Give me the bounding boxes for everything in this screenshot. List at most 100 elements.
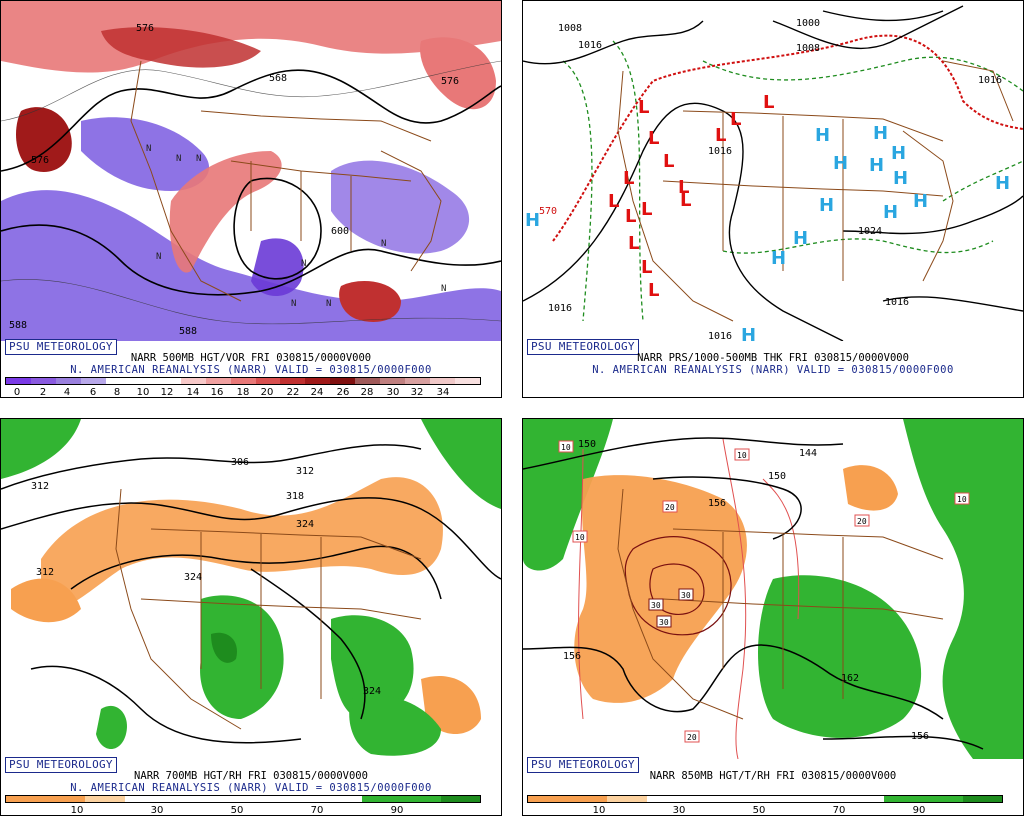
- high-pressure-symbol: H: [995, 173, 1010, 194]
- colorbar-swatch: [280, 378, 306, 384]
- colorbar-swatch: [322, 796, 362, 802]
- isobar-label: 1016: [548, 303, 572, 314]
- isobar-label: 1016: [885, 297, 909, 308]
- t850-map-svg: 150 156 150 144 156 162 156 10 10 10 20 …: [523, 419, 1023, 759]
- colorbar-tick-label: 10: [70, 805, 84, 816]
- high-pressure-symbol: H: [771, 248, 786, 269]
- colorbar-swatch: [883, 796, 923, 802]
- panel-subtitle: N. AMERICAN REANALYSIS (NARR) VALID = 03…: [592, 364, 954, 376]
- temp-label: 20: [662, 500, 678, 513]
- colorbar-tick-label: 16: [210, 387, 224, 398]
- colorbar-tick-label: 14: [186, 387, 200, 398]
- svg-text:30: 30: [651, 601, 661, 610]
- t850-map: 150 156 150 144 156 162 156 10 10 10 20 …: [523, 419, 1023, 759]
- contour-label: 312: [296, 466, 314, 477]
- colorbar-swatch: [330, 378, 356, 384]
- isobar-label: 1000: [796, 18, 820, 29]
- svg-text:30: 30: [659, 618, 669, 627]
- low-pressure-symbol: L: [641, 257, 652, 278]
- colorbar-swatch: [401, 796, 441, 802]
- colorbar-swatch: [305, 378, 331, 384]
- colorbar-tick-label: 0: [13, 387, 21, 398]
- colorbar-ticks: 10 30 50 70 90: [5, 805, 481, 816]
- high-pressure-symbol: H: [913, 191, 928, 212]
- svg-text:10: 10: [957, 495, 967, 504]
- symbol-n: N: [291, 299, 296, 309]
- colorbar-tick-label: 22: [286, 387, 300, 398]
- low-pressure-symbol: L: [663, 151, 674, 172]
- high-pressure-symbol: H: [833, 153, 848, 174]
- low-pressure-symbol: L: [608, 191, 619, 212]
- colorbar-swatch: [430, 378, 456, 384]
- height-label: 156: [708, 498, 726, 509]
- colorbar-ticks: 10 30 50 70 90: [527, 805, 1003, 816]
- colorbar-swatch: [405, 378, 431, 384]
- temp-label: 10: [954, 492, 970, 505]
- isobar-label: 1008: [558, 23, 582, 34]
- svg-text:10: 10: [737, 451, 747, 460]
- panel-title: NARR 700MB HGT/RH FRI 030815/0000V000: [134, 770, 368, 782]
- colorbar-swatch: [155, 378, 181, 384]
- colorbar-swatch: [164, 796, 204, 802]
- colorbar-tick-label: 20: [260, 387, 274, 398]
- contour-label: 600: [331, 226, 349, 237]
- svg-text:30: 30: [681, 591, 691, 600]
- panel-subtitle: N. AMERICAN REANALYSIS (NARR) VALID = 03…: [70, 782, 432, 794]
- contour-label: 312: [36, 567, 54, 578]
- colorbar-swatch: [923, 796, 963, 802]
- temp-label: 30: [648, 598, 664, 611]
- colorbar-swatch: [45, 796, 85, 802]
- colorbar-tick-label: 30: [672, 805, 686, 816]
- colorbar-swatch: [844, 796, 884, 802]
- colorbar-swatch: [6, 796, 46, 802]
- panel-pressure-thickness: 1008 1016 1000 1008 1016 1016 1024 1016 …: [522, 0, 1024, 398]
- temp-label: 20: [854, 514, 870, 527]
- panel-title: NARR PRS/1000-500MB THK FRI 030815/0000V…: [637, 352, 909, 364]
- high-pressure-symbol: H: [891, 143, 906, 164]
- contour-label: 588: [9, 320, 27, 331]
- high-pressure-symbol: H: [815, 125, 830, 146]
- panel-700mb-rh: 312 306 312 318 312 324 324 324 PSU METE…: [0, 418, 502, 816]
- high-pressure-symbol: H: [873, 123, 888, 144]
- colorbar-swatch: [528, 796, 568, 802]
- colorbar-swatch: [55, 378, 81, 384]
- colorbar-swatch: [646, 796, 686, 802]
- colorbar-swatch: [30, 378, 56, 384]
- symbol-n: N: [196, 154, 201, 164]
- colorbar-tick-label: 70: [310, 805, 324, 816]
- colorbar-swatch: [85, 796, 125, 802]
- colorbar-swatch: [130, 378, 156, 384]
- contour-label: 576: [31, 155, 49, 166]
- colorbar-swatch: [230, 378, 256, 384]
- colorbar-tick-label: 90: [390, 805, 404, 816]
- colorbar-swatch: [355, 378, 381, 384]
- isobar-label: 1024: [858, 226, 882, 237]
- colorbar-swatch: [255, 378, 281, 384]
- symbol-n: N: [301, 259, 306, 269]
- panel-subtitle: N. AMERICAN REANALYSIS (NARR) VALID = 03…: [70, 364, 432, 376]
- panel-500mb-vorticity: 576 568 576 576 600 588 588 N N N N N N …: [0, 0, 502, 398]
- colorbar-tick-label: 10: [592, 805, 606, 816]
- high-pressure-symbol: H: [869, 155, 884, 176]
- height-label: 162: [841, 673, 859, 684]
- colorbar-tick-label: 28: [360, 387, 374, 398]
- colorbar-swatch: [455, 378, 481, 384]
- panel-title: NARR 850MB HGT/T/RH FRI 030815/0000V000: [649, 770, 897, 782]
- temp-label: 30: [678, 588, 694, 601]
- panel-850mb-hgt-t-rh: 150 156 150 144 156 162 156 10 10 10 20 …: [522, 418, 1024, 816]
- colorbar-tick-label: 8: [113, 387, 121, 398]
- pressure-map: 1008 1016 1000 1008 1016 1016 1024 1016 …: [523, 1, 1023, 341]
- isobar-label: 1016: [708, 146, 732, 157]
- contour-label: 318: [286, 491, 304, 502]
- panel-title: NARR 500MB HGT/VOR FRI 030815/0000V000: [130, 352, 372, 364]
- svg-text:20: 20: [665, 503, 675, 512]
- low-pressure-symbol: L: [641, 199, 652, 220]
- colorbar: [5, 377, 481, 385]
- contour-label: 324: [363, 686, 381, 697]
- colorbar-swatch: [243, 796, 283, 802]
- colorbar-tick-label: 4: [63, 387, 71, 398]
- high-pressure-symbol: H: [819, 195, 834, 216]
- colorbar-swatch: [282, 796, 322, 802]
- high-pressure-symbol: H: [883, 202, 898, 223]
- colorbar-tick-label: 30: [150, 805, 164, 816]
